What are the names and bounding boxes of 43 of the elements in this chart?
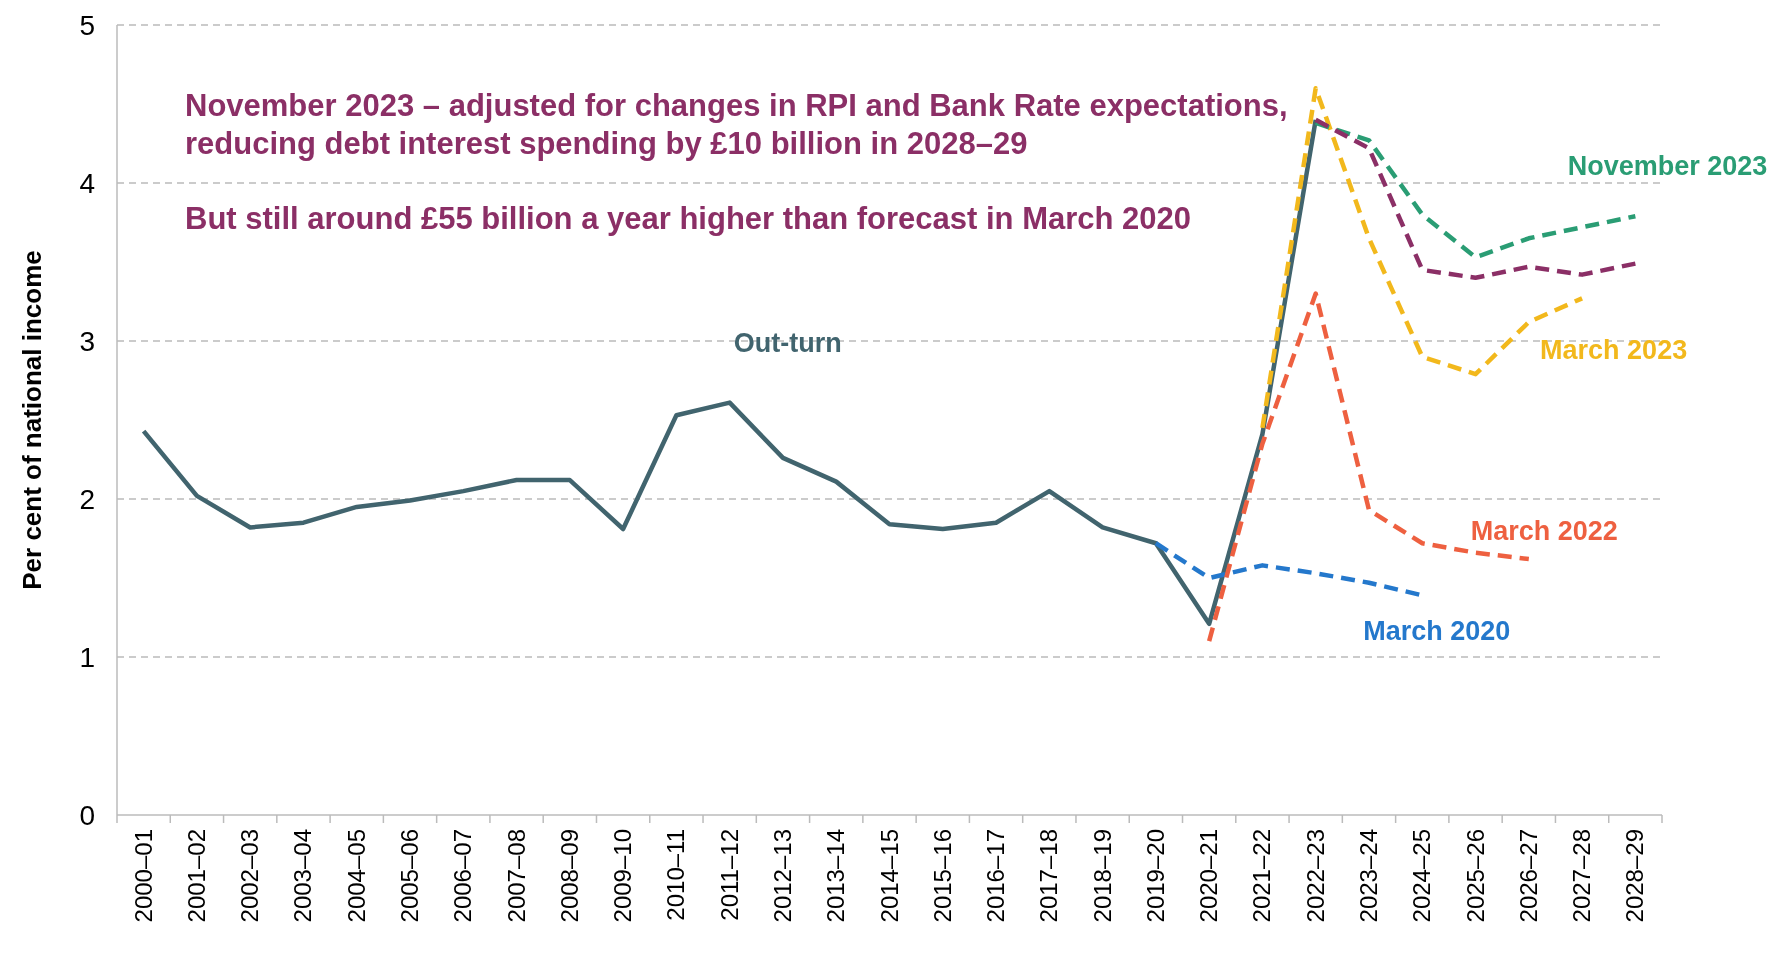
x-tick-label: 2010–11 (662, 829, 690, 921)
series-label: March 2022 (1470, 516, 1618, 547)
x-tick-label: 2016–17 (982, 829, 1010, 923)
series-label: March 2020 (1363, 616, 1511, 647)
x-tick-label: 2026–27 (1514, 829, 1542, 923)
annotation: But still around £55 billion a year higher than forecast in March 2020 (185, 201, 1192, 236)
series-label: November 2023 (1567, 151, 1768, 182)
x-tick-label: 2015–16 (928, 829, 956, 923)
x-tick-label: 2001–02 (182, 829, 210, 923)
x-tick-label: 2009–10 (609, 829, 637, 923)
annotation: November 2023 – adjusted for changes in RPI and Bank Rate expectations, reducing debt interest spending by £10 billion in 2028–29 (185, 88, 1288, 161)
x-tick-label: 2004–05 (342, 829, 370, 923)
x-tick-label: 2005–06 (396, 829, 424, 923)
series-label: Out-turn (733, 327, 842, 358)
x-tick-label: 2028–29 (1621, 829, 1649, 923)
x-tick-label: 2007–08 (502, 829, 530, 923)
x-tick-label: 2013–14 (822, 829, 850, 923)
x-tick-label: 2024–25 (1408, 829, 1436, 923)
x-tick-label: 2020–21 (1195, 829, 1223, 923)
x-tick-label: 2000–01 (129, 829, 157, 923)
y-tick-label: 5 (79, 9, 95, 41)
x-tick-label: 2017–18 (1035, 829, 1063, 923)
x-tick-label: 2025–26 (1461, 829, 1489, 923)
x-tick-label: 2018–19 (1088, 829, 1116, 923)
series-label: March 2023 (1540, 335, 1688, 366)
y-tick-label: 0 (79, 799, 95, 831)
y-axis-title: Per cent of national income (17, 250, 47, 590)
x-tick-label: 2023–24 (1354, 829, 1382, 923)
y-tick-label: 1 (79, 641, 95, 673)
y-tick-label: 3 (79, 325, 95, 357)
x-tick-label: 2003–04 (289, 829, 317, 923)
x-tick-label: 2019–20 (1141, 829, 1169, 923)
x-tick-label: 2012–13 (768, 829, 796, 923)
x-tick-label: 2006–07 (449, 829, 477, 923)
x-tick-label: 2002–03 (236, 829, 264, 923)
x-tick-label: 2011–12 (715, 829, 743, 921)
x-tick-label: 2008–09 (555, 829, 583, 923)
x-tick-label: 2027–28 (1568, 829, 1596, 923)
x-tick-label: 2014–15 (875, 829, 903, 923)
y-tick-label: 2 (79, 483, 95, 515)
x-tick-label: 2021–22 (1248, 829, 1276, 923)
y-tick-label: 4 (79, 167, 95, 199)
x-tick-label: 2022–23 (1301, 829, 1329, 923)
